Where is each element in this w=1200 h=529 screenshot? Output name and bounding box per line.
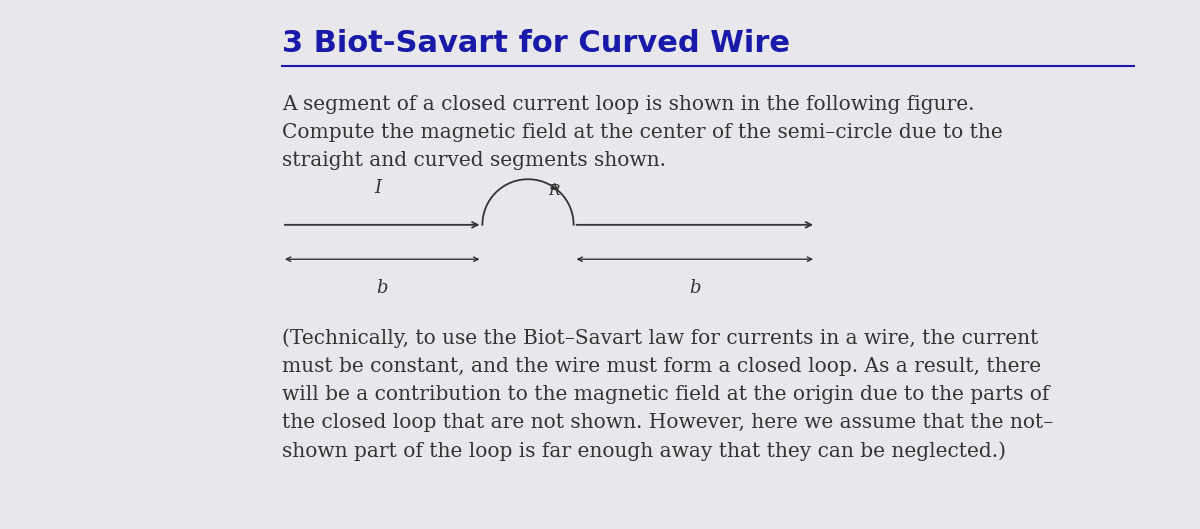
Text: A segment of a closed current loop is shown in the following figure.
Compute the: A segment of a closed current loop is sh…	[282, 95, 1003, 170]
Text: b: b	[376, 279, 388, 297]
Text: R: R	[548, 185, 560, 198]
Text: (Technically, to use the Biot–Savart law for currents in a wire, the current
mus: (Technically, to use the Biot–Savart law…	[282, 328, 1054, 461]
Text: b: b	[689, 279, 701, 297]
Text: I: I	[374, 179, 382, 197]
Text: 3 Biot-Savart for Curved Wire: 3 Biot-Savart for Curved Wire	[282, 29, 790, 58]
